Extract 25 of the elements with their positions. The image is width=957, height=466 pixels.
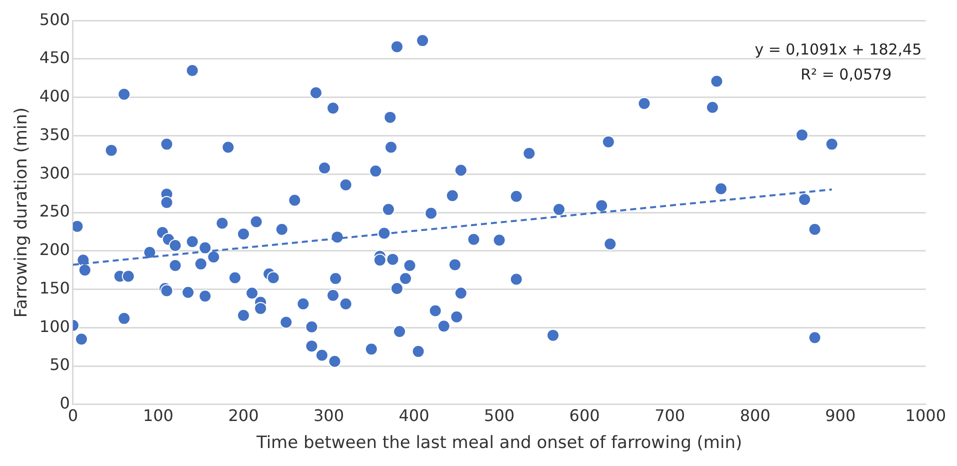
- y-tick-label: 500: [39, 10, 70, 29]
- x-tick-label: 500: [484, 406, 515, 426]
- x-tick-label: 400: [398, 406, 430, 426]
- y-tick-label: 450: [39, 48, 70, 68]
- y-tick-label: 250: [39, 202, 70, 221]
- y-tick-label: 50: [50, 355, 70, 374]
- y-tick-label: 350: [39, 124, 70, 144]
- x-tick-label: 200: [228, 406, 259, 426]
- y-tick-label: 150: [39, 278, 70, 298]
- x-tick-label: 100: [142, 406, 174, 426]
- x-tick-label: 600: [569, 406, 600, 426]
- x-tick-label: 300: [313, 406, 344, 426]
- x-tick-label: 700: [654, 406, 686, 426]
- x-tick-label: 900: [825, 406, 856, 426]
- annotation: R² = 0,0579: [800, 65, 892, 84]
- y-tick-label: 400: [39, 86, 70, 106]
- y-tick-label: 100: [39, 316, 70, 336]
- y-tick-label: 200: [39, 240, 70, 260]
- x-axis-title: Time between the last meal and onset of farrowing (min): [255, 433, 742, 454]
- annotation: y = 0,1091x + 182,45: [754, 40, 922, 58]
- x-tick-label: 800: [740, 406, 770, 426]
- y-tick-label: 0: [60, 394, 70, 413]
- y-tick-label: 300: [39, 163, 70, 182]
- x-tick-label: 1000: [905, 406, 946, 426]
- y-axis-title: Farrowing duration (min): [12, 107, 32, 318]
